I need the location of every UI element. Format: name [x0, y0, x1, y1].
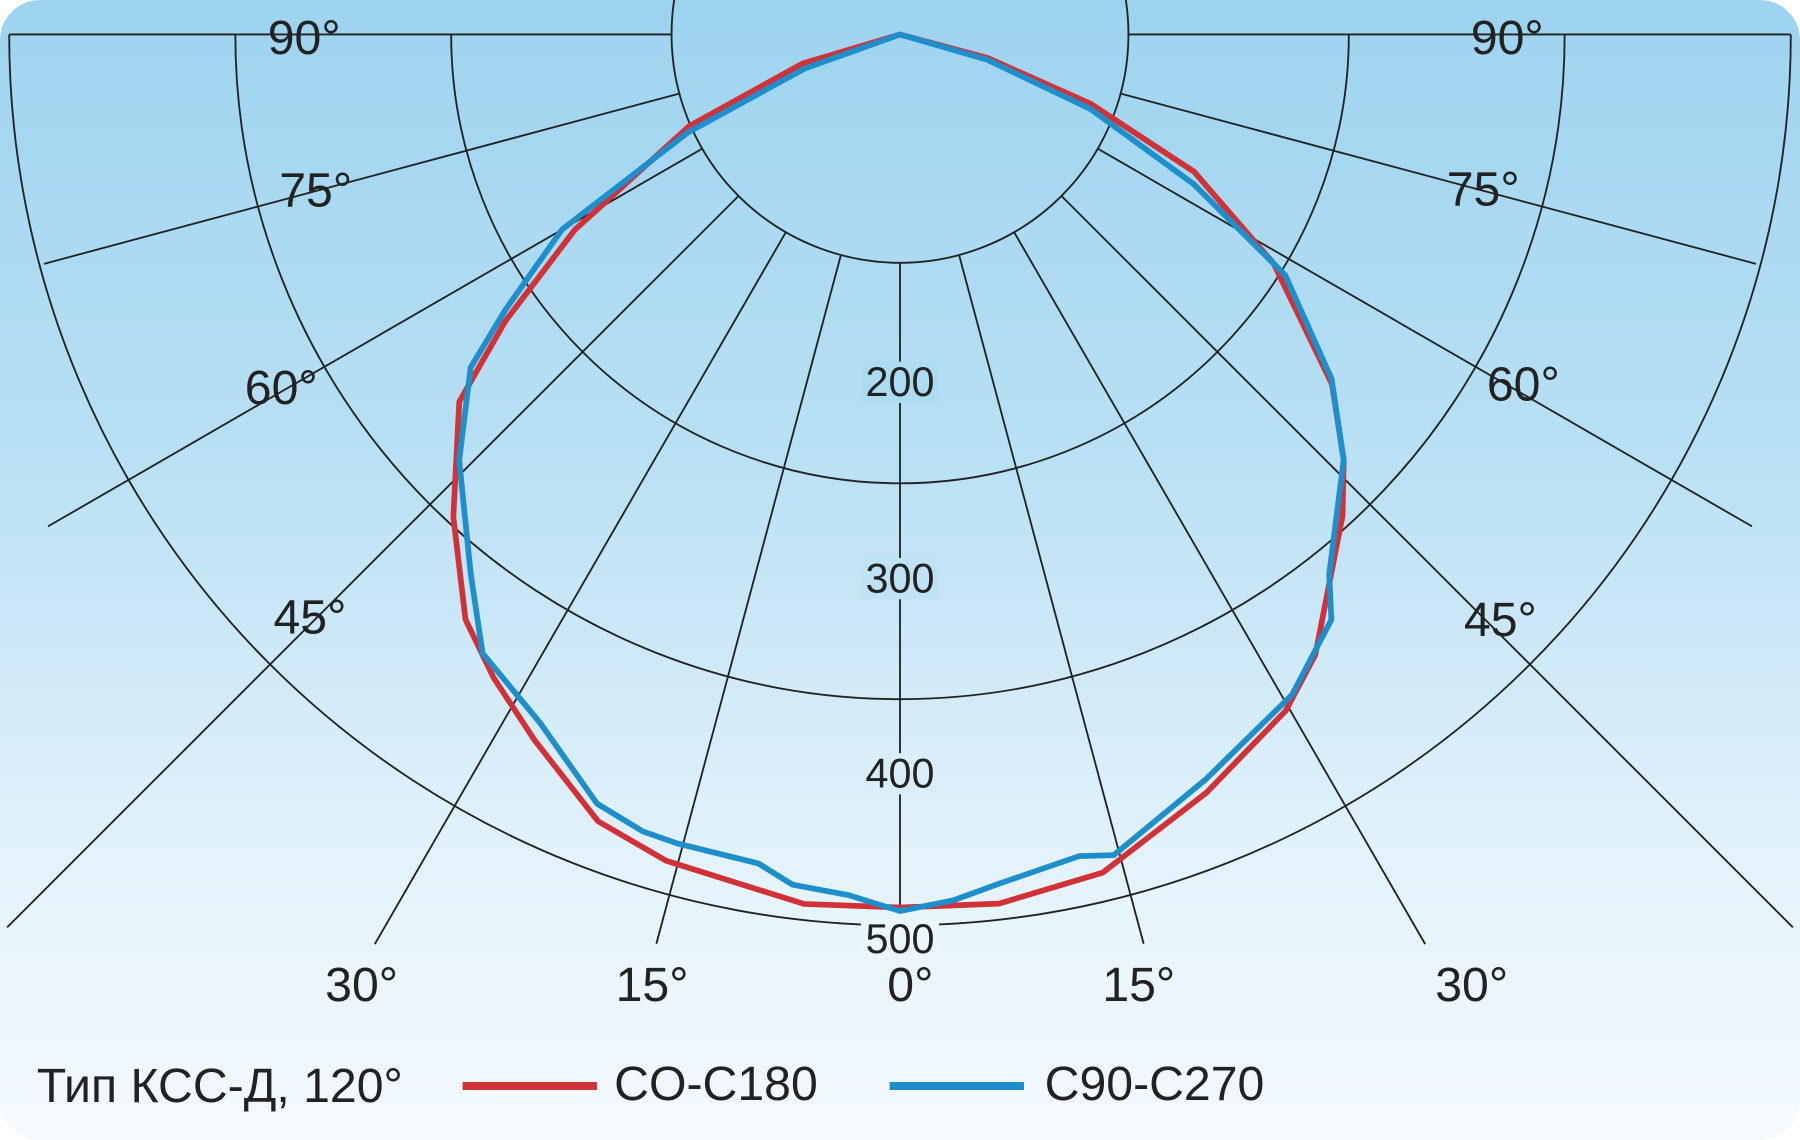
angle-tick-label: 45° — [273, 591, 346, 645]
angle-tick-label: 0° — [887, 958, 933, 1012]
tick-labels: 90° 75° 60° 45° 30° 15° 0° 15° 30° 45° 60° 75° 90° 20… — [245, 11, 1560, 1012]
radial-line — [1097, 147, 1753, 528]
radial-label-bg — [860, 557, 940, 600]
inner-circle-top — [670, 0, 1130, 35]
radial-line — [374, 231, 787, 945]
grid — [6, 0, 1794, 945]
radial-line — [1013, 231, 1426, 945]
angle-tick-label: 75° — [1447, 163, 1520, 217]
series-line-1 — [456, 31, 1347, 914]
legend: Тип КСС-Д, 120° CO-C180 C90-C270 — [37, 1057, 1265, 1113]
legend-label-c0-c180: CO-C180 — [614, 1057, 818, 1111]
radial-label-bg — [860, 753, 940, 795]
radial-line — [655, 254, 842, 944]
radial-tick-label: 500 — [866, 916, 935, 962]
radial-line — [1120, 92, 1757, 265]
radial-label-bg — [860, 361, 940, 403]
radial-line — [958, 254, 1145, 944]
angle-tick-label: 60° — [1487, 358, 1560, 412]
radial-line — [1060, 195, 1794, 929]
angle-tick-label: 30° — [325, 958, 398, 1012]
radial-tick-label: 300 — [866, 555, 935, 601]
angle-tick-label: 30° — [1435, 958, 1508, 1012]
legend-label-c90-c270: C90-C270 — [1045, 1057, 1265, 1111]
angle-tick-label: 45° — [1464, 593, 1537, 647]
radial-tick-label: 200 — [866, 359, 935, 405]
angle-tick-label: 15° — [1102, 958, 1175, 1012]
grid-ring — [670, 34, 1130, 264]
radial-label-bg — [860, 918, 940, 960]
radial-line — [43, 92, 680, 265]
series-line-0 — [450, 31, 1347, 911]
angle-tick-label: 90° — [268, 11, 341, 65]
angle-tick-label: 60° — [245, 361, 318, 415]
angle-tick-label: 90° — [1471, 11, 1544, 65]
radial-tick-label: 400 — [866, 751, 935, 797]
radial-line — [6, 195, 740, 929]
angle-tick-label: 75° — [279, 164, 352, 218]
angle-tick-label: 15° — [616, 958, 689, 1012]
series-layer — [450, 31, 1347, 914]
legend-title: Тип КСС-Д, 120° — [37, 1059, 403, 1113]
